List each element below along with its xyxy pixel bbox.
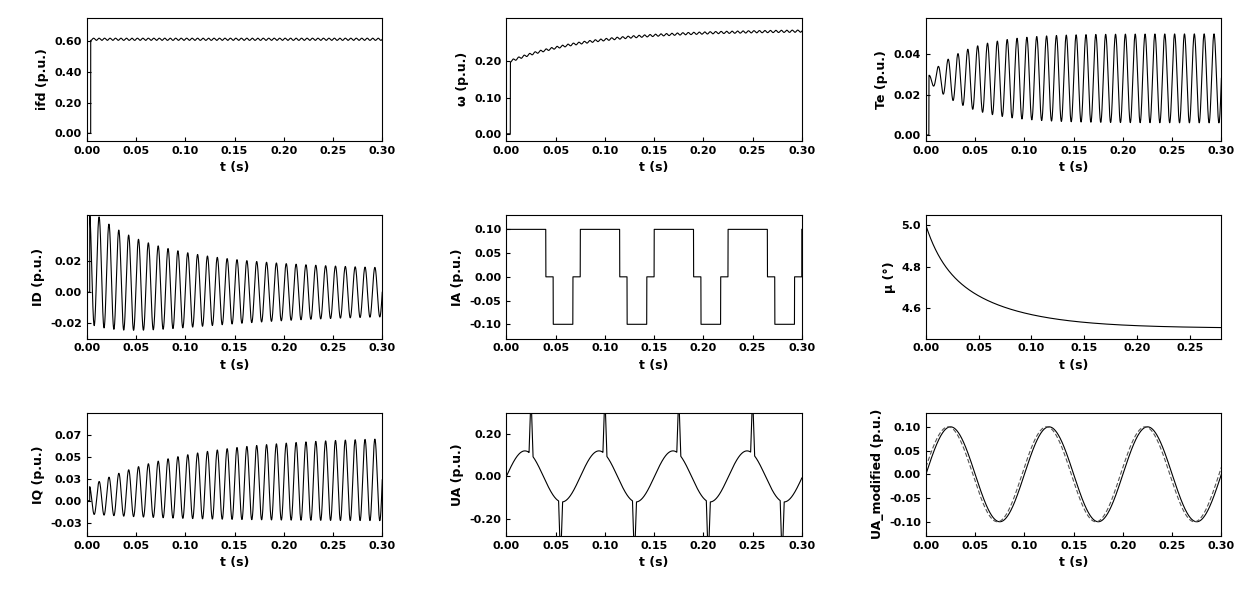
Y-axis label: ID (p.u.): ID (p.u.) [31, 248, 45, 306]
Y-axis label: μ (°): μ (°) [883, 261, 895, 293]
X-axis label: t (s): t (s) [1059, 161, 1089, 174]
Y-axis label: UA_modified (p.u.): UA_modified (p.u.) [870, 409, 884, 540]
X-axis label: t (s): t (s) [219, 557, 249, 570]
Y-axis label: ifd (p.u.): ifd (p.u.) [36, 48, 50, 110]
Y-axis label: IQ (p.u.): IQ (p.u.) [32, 445, 45, 504]
X-axis label: t (s): t (s) [640, 161, 668, 174]
Y-axis label: UA (p.u.): UA (p.u.) [451, 443, 464, 505]
Y-axis label: Te (p.u.): Te (p.u.) [875, 50, 888, 109]
X-axis label: t (s): t (s) [1059, 557, 1089, 570]
X-axis label: t (s): t (s) [640, 359, 668, 372]
X-axis label: t (s): t (s) [219, 359, 249, 372]
Y-axis label: ω (p.u.): ω (p.u.) [455, 52, 469, 107]
X-axis label: t (s): t (s) [640, 557, 668, 570]
X-axis label: t (s): t (s) [219, 161, 249, 174]
X-axis label: t (s): t (s) [1059, 359, 1089, 372]
Y-axis label: IA (p.u.): IA (p.u.) [451, 248, 464, 306]
